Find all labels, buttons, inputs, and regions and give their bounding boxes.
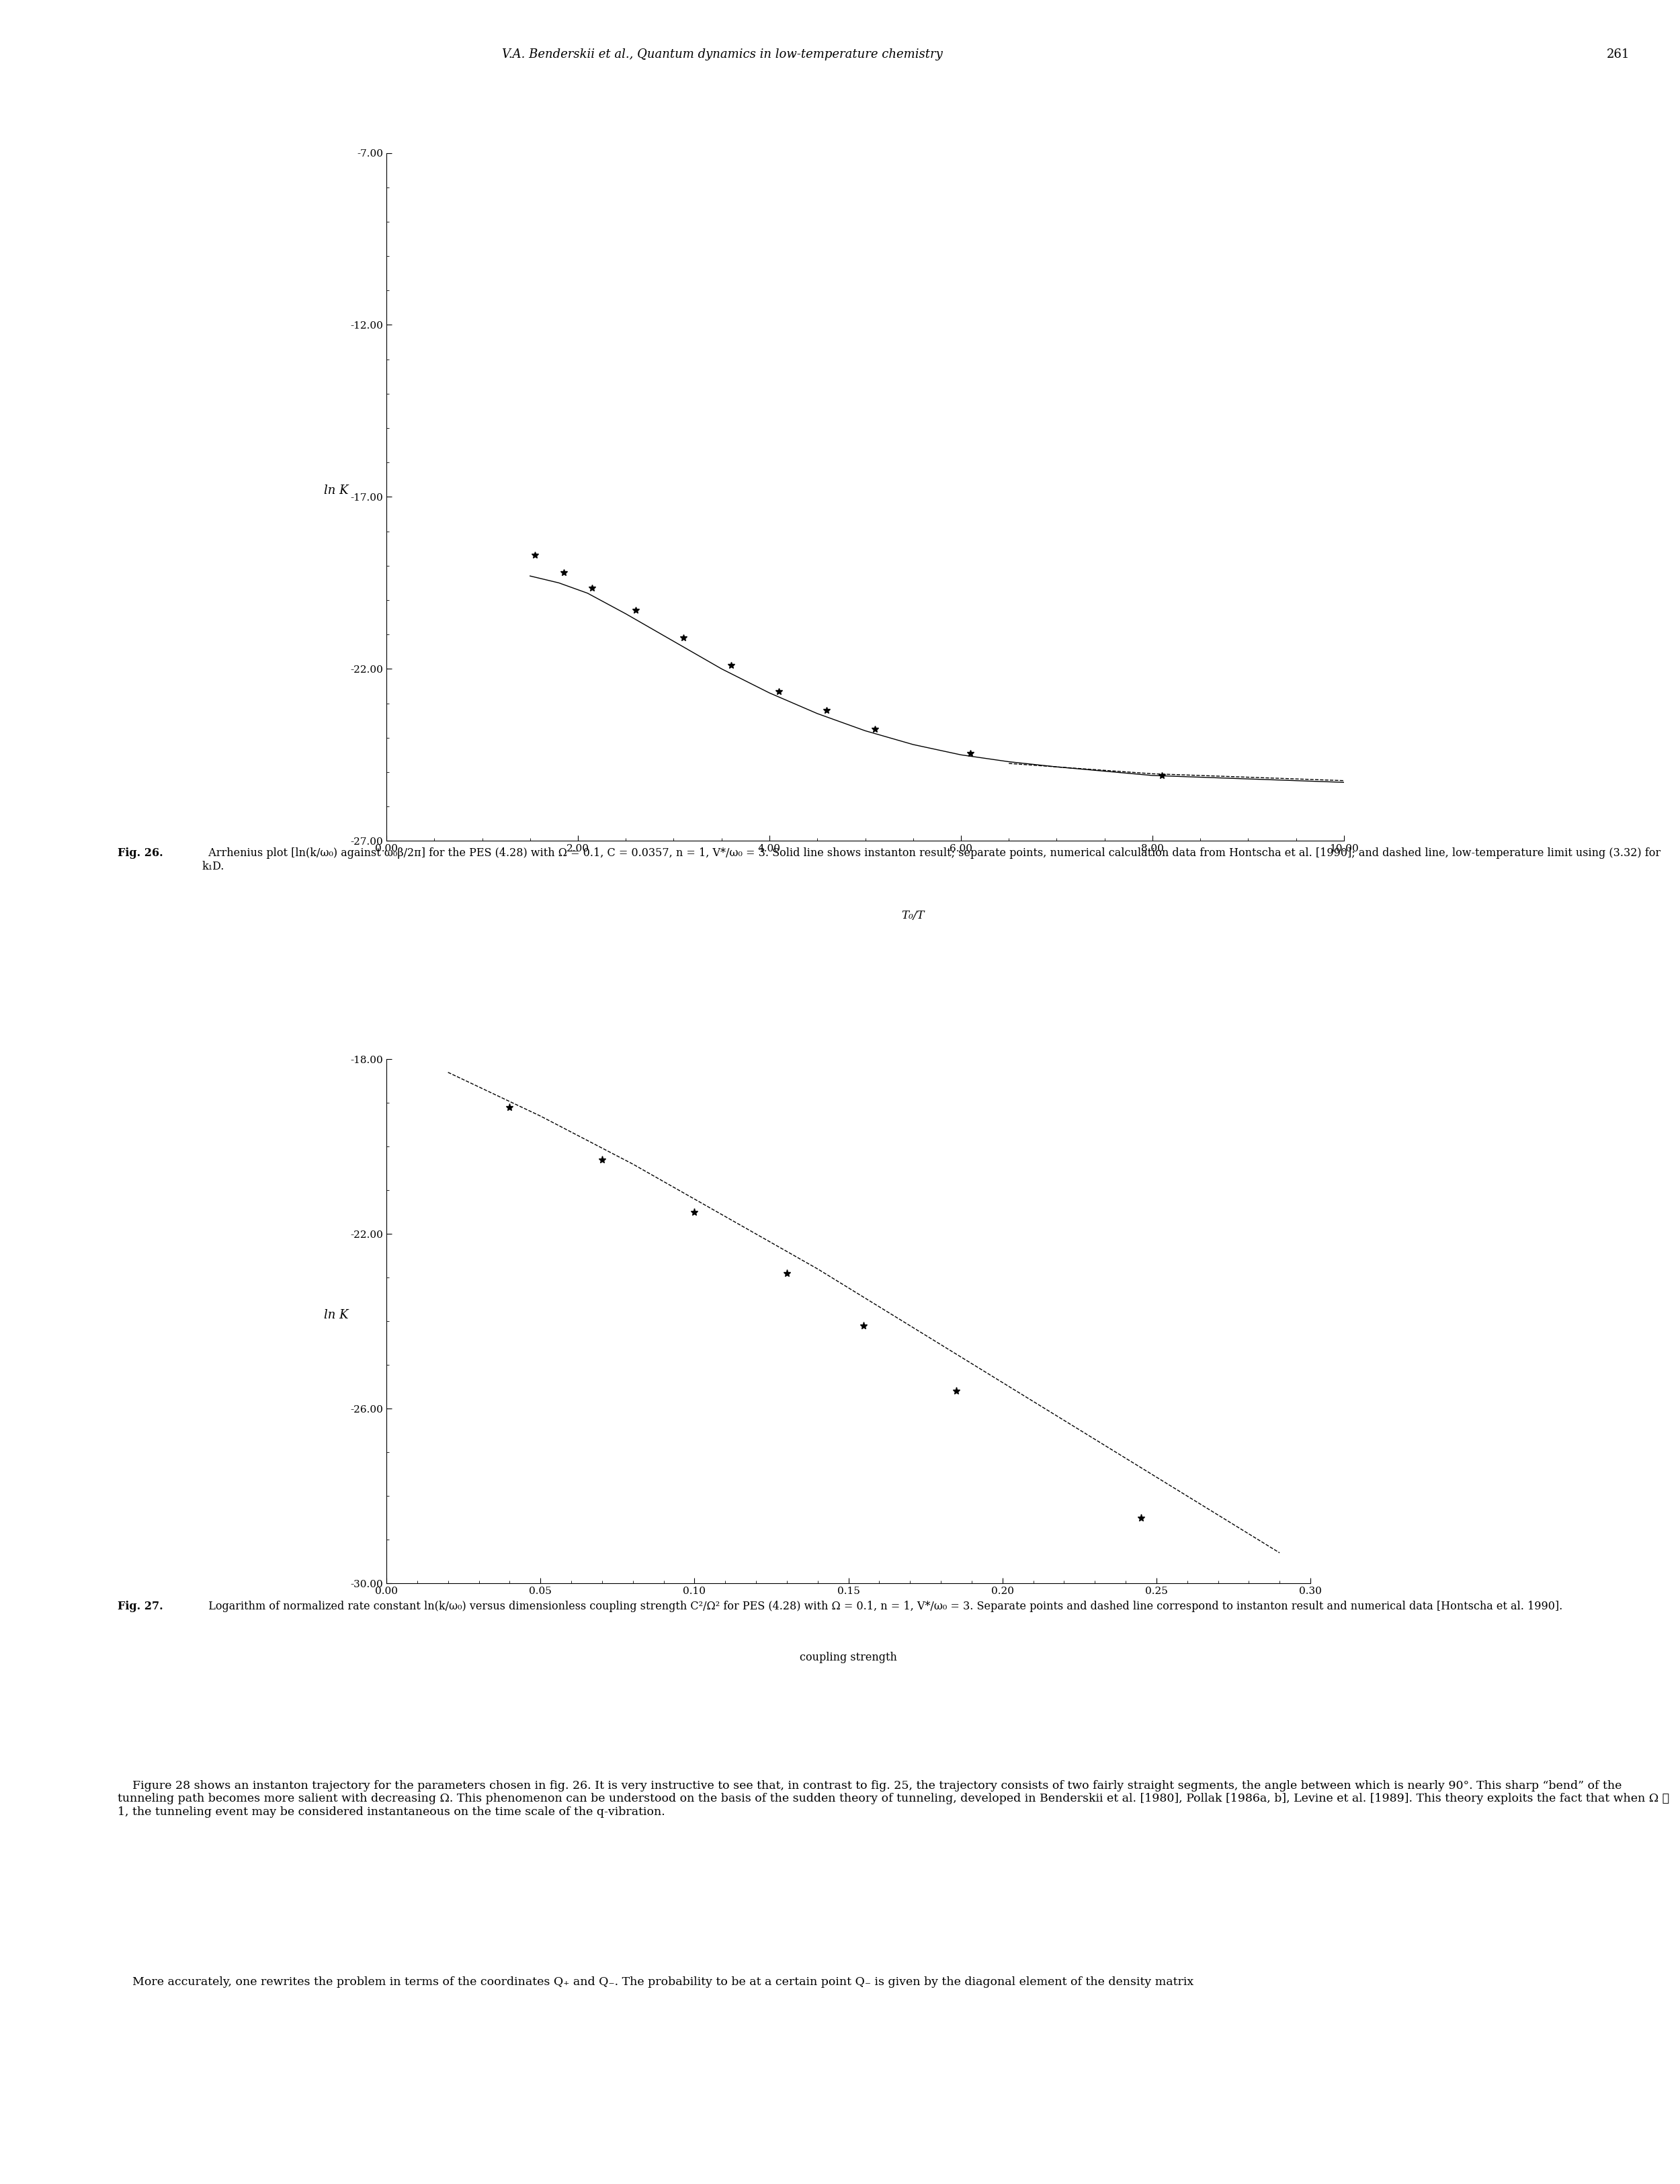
Y-axis label: ln K: ln K — [324, 1308, 348, 1321]
Text: coupling strength: coupling strength — [800, 1651, 897, 1662]
Text: More accurately, one rewrites the problem in terms of the coordinates Q₊ and Q₋.: More accurately, one rewrites the proble… — [118, 1977, 1193, 1987]
Text: Figure 28 shows an instanton trajectory for the parameters chosen in fig. 26. It: Figure 28 shows an instanton trajectory … — [118, 1780, 1670, 1817]
Text: 261: 261 — [1606, 48, 1630, 61]
Y-axis label: ln K: ln K — [324, 485, 348, 496]
Text: T₀/T: T₀/T — [902, 909, 924, 922]
Text: V.A. Benderskii et al., Quantum dynamics in low-temperature chemistry: V.A. Benderskii et al., Quantum dynamics… — [502, 48, 942, 61]
Text: Fig. 27.: Fig. 27. — [118, 1601, 163, 1612]
Text: Arrhenius plot [ln(k/ω₀) against ω₀β/2π] for the PES (4.28) with Ω = 0.1, C = 0.: Arrhenius plot [ln(k/ω₀) against ω₀β/2π]… — [202, 847, 1662, 871]
Text: Logarithm of normalized rate constant ln(k/ω₀) versus dimensionless coupling str: Logarithm of normalized rate constant ln… — [202, 1601, 1562, 1612]
Text: Fig. 26.: Fig. 26. — [118, 847, 163, 858]
